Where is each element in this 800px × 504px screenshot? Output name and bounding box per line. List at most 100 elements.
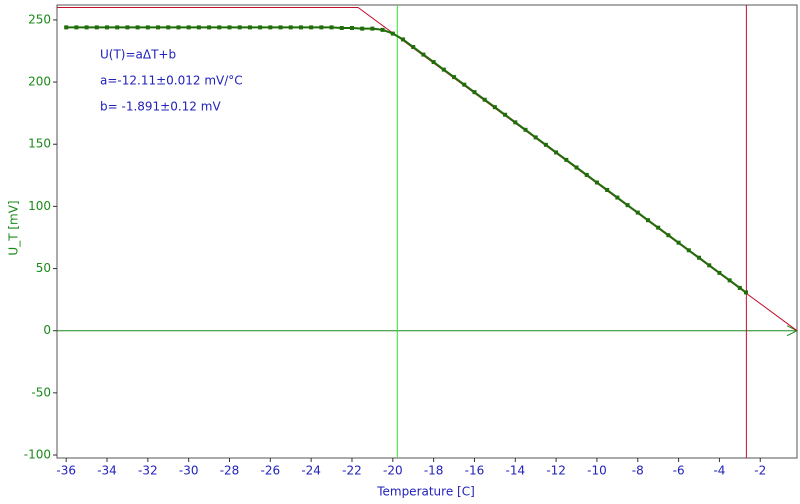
y-tick-label: -50	[31, 385, 51, 399]
plot-frame	[56, 4, 798, 459]
y-tick-label: 200	[28, 75, 51, 89]
data-point	[319, 25, 324, 30]
x-tick-label: -16	[465, 464, 485, 478]
y-tick-label: 100	[28, 199, 51, 213]
data-point	[64, 25, 69, 30]
data-point	[390, 31, 395, 36]
y-axis-label: U_T [mV]	[7, 200, 21, 255]
data-point	[370, 26, 375, 31]
x-tick-label: -26	[261, 464, 281, 478]
data-point	[594, 180, 599, 185]
data-point	[727, 278, 732, 283]
data-point	[237, 25, 242, 30]
data-point	[676, 240, 681, 245]
data-point	[615, 195, 620, 200]
data-point	[743, 290, 748, 295]
x-tick-label: -28	[220, 464, 240, 478]
data-point	[441, 67, 446, 72]
data-point	[554, 150, 559, 155]
data-point	[125, 25, 130, 30]
data-point	[278, 25, 283, 30]
data-point	[686, 248, 691, 253]
data-point	[339, 25, 344, 30]
data-point	[697, 255, 702, 260]
data-point	[186, 25, 191, 30]
data-point	[564, 157, 569, 162]
data-point	[196, 25, 201, 30]
x-tick-label: -2	[754, 464, 766, 478]
data-point	[645, 218, 650, 223]
x-tick-label: -8	[632, 464, 644, 478]
x-tick-label: -12	[546, 464, 566, 478]
x-tick-label: -22	[342, 464, 362, 478]
data-line	[66, 26, 747, 294]
data-point	[717, 270, 722, 275]
data-point	[472, 90, 477, 95]
data-point	[166, 25, 171, 30]
data-point	[462, 82, 467, 87]
data-point	[605, 187, 610, 192]
data-point	[74, 25, 79, 30]
data-point	[94, 25, 99, 30]
data-point	[543, 142, 548, 147]
data-point	[145, 25, 150, 30]
data-point	[625, 203, 630, 208]
data-point	[268, 25, 273, 30]
data-point	[533, 135, 538, 140]
data-point	[329, 25, 334, 30]
data-point	[401, 37, 406, 42]
y-tick-label: 150	[28, 137, 51, 151]
x-tick-label: -36	[56, 464, 76, 478]
data-point	[360, 26, 365, 31]
data-point	[288, 25, 293, 30]
data-point	[513, 120, 518, 125]
x-tick-label: -24	[301, 464, 321, 478]
data-point	[156, 25, 161, 30]
data-point	[482, 97, 487, 102]
data-point	[84, 25, 89, 30]
data-point	[431, 60, 436, 65]
data-point	[217, 25, 222, 30]
data-point	[309, 25, 314, 30]
annotation: b= -1.891±0.12 mV	[100, 100, 221, 114]
data-point	[503, 112, 508, 117]
data-point	[176, 25, 181, 30]
x-tick-label: -32	[138, 464, 158, 478]
data-point	[207, 25, 212, 30]
data-point	[523, 127, 528, 132]
x-tick-label: -34	[97, 464, 117, 478]
data-point	[635, 210, 640, 215]
data-point	[258, 25, 263, 30]
data-point	[737, 285, 742, 290]
data-point	[380, 27, 385, 32]
data-point	[574, 165, 579, 170]
data-point	[247, 25, 252, 30]
data-point	[707, 263, 712, 268]
x-tick-label: -14	[505, 464, 525, 478]
data-point	[666, 233, 671, 238]
annotation: U(T)=aΔT+b	[100, 48, 176, 62]
data-point	[452, 75, 457, 80]
data-point	[227, 25, 232, 30]
data-point	[656, 225, 661, 230]
y-tick-label: -100	[24, 448, 51, 462]
x-tick-label: -18	[424, 464, 444, 478]
y-tick-label: 0	[43, 323, 51, 337]
x-tick-label: -10	[587, 464, 607, 478]
data-point	[349, 25, 354, 30]
data-point	[115, 25, 120, 30]
data-point	[492, 105, 497, 110]
y-tick-label: 250	[28, 12, 51, 26]
data-point	[298, 25, 303, 30]
x-tick-label: -20	[383, 464, 403, 478]
annotation: a=-12.11±0.012 mV/°C	[100, 74, 243, 88]
data-point	[135, 25, 140, 30]
data-point	[421, 52, 426, 57]
data-point	[105, 25, 110, 30]
x-axis-label: Temperature [C]	[376, 485, 475, 499]
data-point	[411, 45, 416, 50]
data-point	[584, 172, 589, 177]
x-tick-label: -4	[713, 464, 725, 478]
x-tick-label: -6	[673, 464, 685, 478]
